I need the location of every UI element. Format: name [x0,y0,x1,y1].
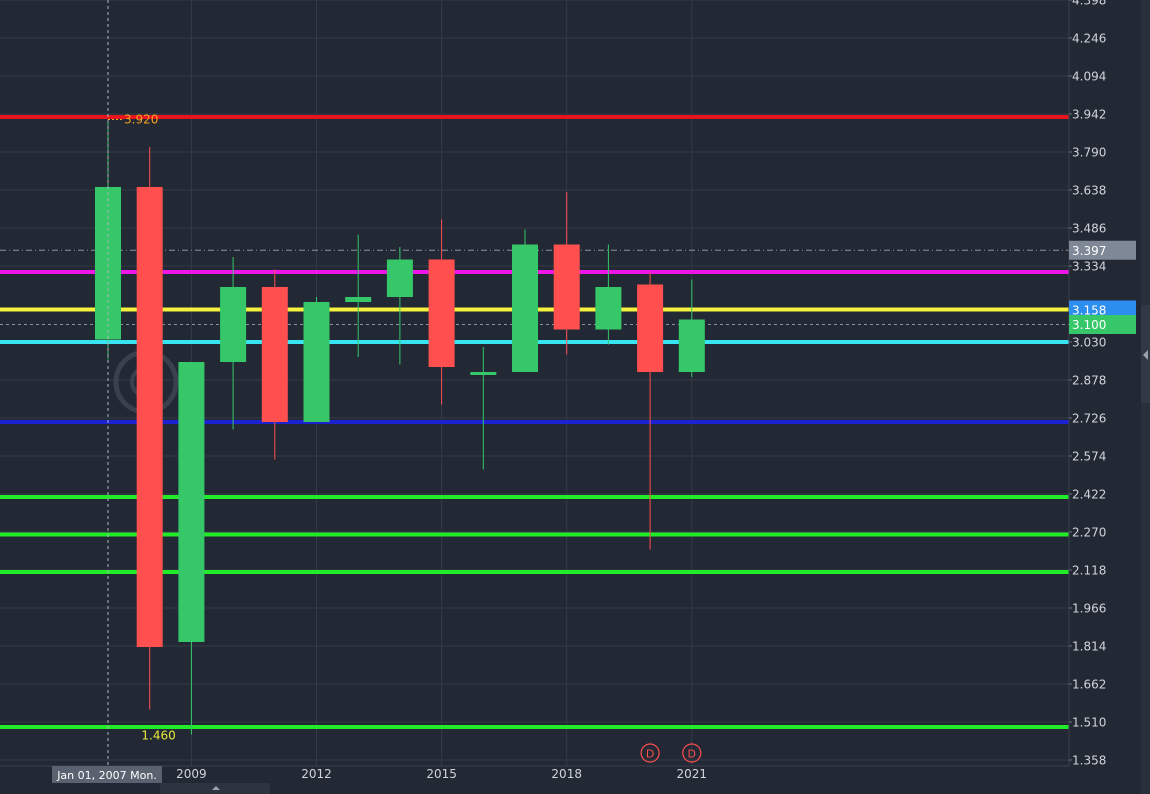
price-axis-label: 2.422 [1072,488,1106,502]
price-axis-label: 2.270 [1072,526,1106,540]
price-axis-label: 2.878 [1072,374,1106,388]
time-axis-label: 2021 [677,767,708,781]
price-axis-label: 1.662 [1072,678,1106,692]
price-tag-label: 3.158 [1072,304,1106,318]
annotation-label: 1.460 [141,729,175,743]
candle-body[interactable] [136,187,163,647]
price-axis-label: 1.358 [1072,754,1106,768]
candles [95,119,705,735]
candle-body[interactable] [637,284,664,373]
candle-body[interactable] [470,372,497,375]
event-marker-label: D [688,748,696,761]
event-marker-label: D [646,748,654,761]
price-tag-label: 3.100 [1072,318,1106,332]
price-axis-label: 1.510 [1072,716,1106,730]
candle-body[interactable] [553,244,580,330]
price-tag [1069,300,1136,320]
price-tag [1069,315,1136,334]
time-axis-label: 2012 [301,767,332,781]
price-axis-label: 3.334 [1072,260,1106,274]
event-marker-icon[interactable] [682,743,702,763]
price-axis-label: 3.790 [1072,146,1106,160]
price-tag [1069,240,1136,260]
event-marker-icon[interactable] [640,743,660,763]
time-scroll-arrow-icon[interactable] [212,786,220,790]
annotations: 3.920 1.460 [108,113,176,743]
price-axis-label: 4.398 [1072,0,1106,8]
price-axis-label: 4.246 [1072,32,1106,46]
candle-body[interactable] [595,287,622,330]
candle-body[interactable] [512,244,538,373]
candle-body[interactable] [261,287,288,422]
candle-body[interactable] [428,259,455,368]
time-axis-labels: 2009 2012 2015 2018 2021 Jan 01, 2007 Mon. [52,766,707,783]
candle-body[interactable] [678,319,705,373]
price-axis-label: 2.574 [1072,450,1106,464]
price-axis-label: 1.814 [1072,640,1106,654]
annotation-label: 3.920 [124,113,158,127]
candle-body[interactable] [303,302,330,422]
time-axis-label: 2015 [426,767,457,781]
candle-body[interactable] [386,259,413,298]
candle-body[interactable] [95,187,121,340]
candle-body[interactable] [178,362,205,642]
price-axis-labels: 4.398 4.246 4.094 3.942 3.790 3.638 3.486 3.334… [1069,0,1106,768]
price-axis-label: 3.638 [1072,184,1106,198]
candle-body[interactable] [345,297,372,302]
price-axis-label: 4.094 [1072,70,1106,84]
candle-body[interactable] [220,287,247,362]
price-axis-label: 1.966 [1072,602,1106,616]
price-axis-label: 2.118 [1072,564,1106,578]
panel-collapse-arrow-icon[interactable] [1143,350,1148,360]
crosshair-date-tag [52,766,162,783]
time-axis-label: 2009 [176,767,207,781]
price-axis-label: 3.486 [1072,222,1106,236]
price-axis-label: 3.030 [1072,336,1106,350]
time-axis-label: 2018 [551,767,582,781]
price-axis-label: 3.942 [1072,108,1106,122]
price-tag-label: 3.397 [1072,244,1106,258]
price-axis-label: 2.726 [1072,412,1106,426]
crosshair-date-label: Jan 01, 2007 Mon. [56,769,157,782]
